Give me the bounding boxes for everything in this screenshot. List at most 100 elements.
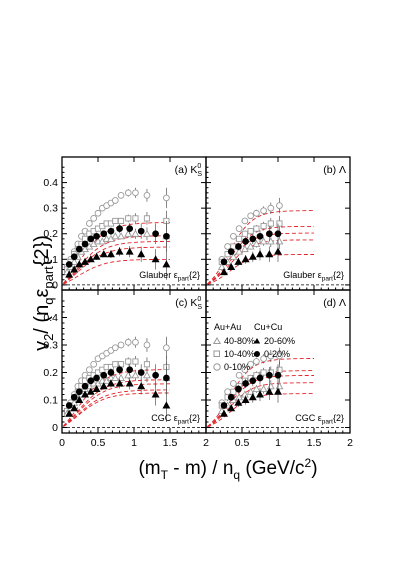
data-point (253, 209, 260, 217)
fit-curve (63, 392, 171, 427)
panel-frame (61, 156, 207, 291)
data-point (242, 380, 249, 387)
model-label: CGC εpart{2} (151, 413, 200, 426)
fit-curve (63, 389, 170, 427)
x-tick-label: 1.5 (163, 437, 178, 449)
data-point (65, 409, 74, 417)
data-point (132, 215, 139, 222)
data-point (236, 235, 243, 242)
data-point (143, 371, 151, 379)
y-tick-label: 0 (52, 422, 58, 434)
panel-d: 0.5 1 1.5 2 (d) Λ CGC εpart{2} (205, 289, 353, 449)
data-point (259, 384, 268, 393)
data-point (276, 352, 283, 360)
data-point (163, 194, 170, 202)
data-point (87, 377, 95, 385)
data-point (117, 217, 125, 225)
data-point (241, 366, 249, 374)
model-label: CGC εpart{2} (295, 413, 344, 426)
data-point (125, 379, 134, 387)
fit-curve (207, 225, 314, 285)
data-point (256, 250, 264, 258)
y-tick-label: 0.1 (43, 254, 58, 266)
data-point (86, 366, 93, 374)
data-point (256, 374, 264, 382)
data-point (117, 361, 125, 368)
data-point (265, 250, 274, 258)
data-point (240, 244, 249, 253)
data-point (70, 253, 78, 261)
data-point (247, 360, 254, 368)
data-point (126, 366, 134, 374)
data-point (116, 366, 123, 374)
data-point (131, 371, 140, 379)
model-label: Glauber εpart{2} (139, 270, 200, 283)
y-tick-label: 0.3 (43, 203, 58, 215)
legend-label-cu-020: 0-20% (264, 349, 290, 359)
x-tick-label: 0.5 (91, 437, 106, 449)
data-point (137, 227, 145, 235)
data-point (259, 237, 268, 245)
legend-title-au: Au+Au (214, 322, 241, 332)
model-label: Glauber εpart{2} (283, 270, 344, 283)
data-point (143, 229, 151, 237)
data-point (162, 260, 171, 268)
data-point (227, 393, 235, 401)
data-point (151, 390, 160, 398)
legend-label-au-4080: 40-80% (224, 336, 255, 346)
data-point (241, 230, 248, 237)
data-point (227, 404, 236, 412)
data-point (116, 225, 123, 232)
data-point (265, 387, 274, 395)
data-point (70, 257, 79, 265)
fit-curve (63, 369, 170, 427)
data-point (242, 238, 249, 245)
data-point (137, 369, 145, 376)
data-point (274, 371, 282, 379)
data-point (93, 374, 100, 382)
data-point (230, 380, 237, 387)
data-point (132, 358, 139, 365)
data-point (117, 341, 125, 349)
data-point (217, 262, 226, 270)
x-axis-title: (mT - m) / nq (GeV/c2) (138, 456, 317, 482)
data-point (151, 255, 160, 263)
fit-curve (63, 383, 170, 427)
panel-label: (c) K0 S (175, 296, 202, 311)
data-point (252, 239, 261, 247)
data-point (253, 358, 260, 365)
y-tick-label: 0.4 (43, 312, 58, 324)
data-point (111, 344, 119, 352)
y-tick-label: 0 (52, 279, 58, 291)
data-point (248, 393, 257, 401)
data-point (65, 270, 74, 278)
x-tick-label: 2 (347, 437, 353, 449)
fit-curve (63, 258, 170, 285)
fit-curve (63, 246, 170, 285)
data-point (227, 262, 236, 270)
data-point (267, 352, 275, 360)
data-point (143, 192, 151, 199)
data-point (163, 232, 170, 240)
data-point (124, 189, 132, 197)
fit-curve (63, 379, 170, 427)
data-point (75, 260, 84, 268)
data-point (256, 390, 264, 398)
data-point (235, 243, 242, 250)
data-point (143, 215, 151, 222)
data-point (111, 373, 120, 382)
data-point (249, 377, 257, 385)
legend-label-au-010: 0-10% (224, 362, 250, 372)
data-point (81, 240, 89, 248)
data-point (65, 402, 73, 409)
data-point (260, 355, 267, 363)
data-point (235, 247, 244, 255)
data-point (81, 390, 89, 398)
panel-label: (b) Λ (323, 164, 346, 176)
fit-curve (207, 370, 314, 427)
data-point (229, 252, 238, 260)
legend-title-cu: Cu+Cu (254, 322, 282, 332)
data-point (241, 255, 250, 263)
data-point (252, 384, 261, 393)
